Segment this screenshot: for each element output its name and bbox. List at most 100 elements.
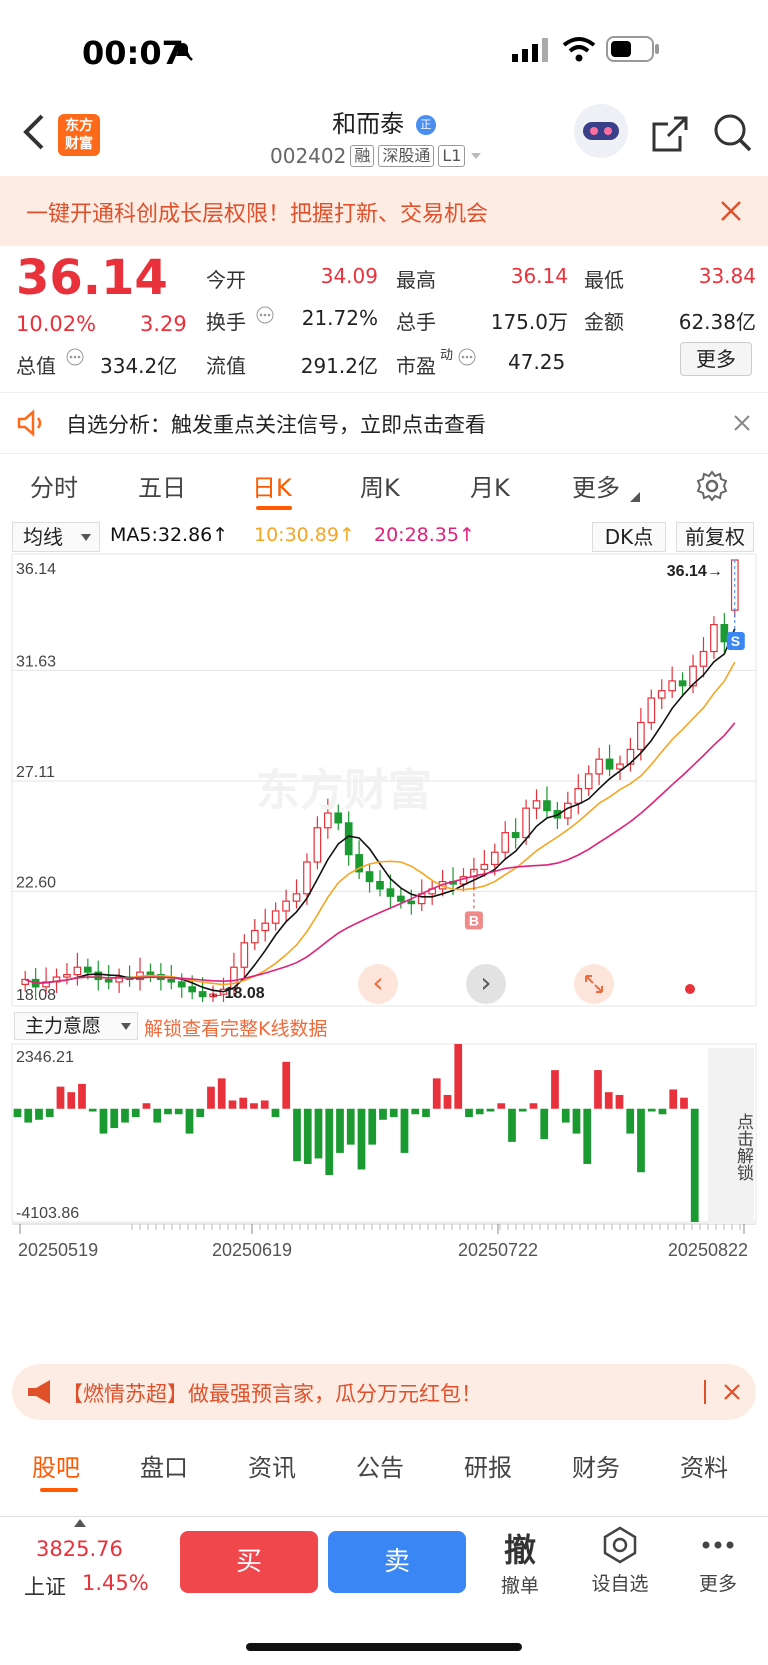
- close-icon[interactable]: [724, 1384, 740, 1400]
- add-watchlist-button[interactable]: 设自选: [580, 1525, 660, 1596]
- change-percent: 10.02%: [16, 312, 97, 336]
- pe-superscript: 动: [440, 348, 454, 363]
- buy-signal-badge: [464, 911, 483, 930]
- price-tick-label: 27.11: [16, 764, 55, 781]
- indicator-bar: [293, 1108, 301, 1162]
- price-plot-frame: [11, 553, 757, 1007]
- index-name[interactable]: 上证: [24, 1575, 66, 1599]
- indicator-bar: [174, 1108, 183, 1115]
- info-dots-icon[interactable]: [256, 306, 274, 324]
- tab-profile[interactable]: 资料: [680, 1454, 728, 1482]
- tab-announcements[interactable]: 公告: [356, 1454, 404, 1482]
- indicator-bar: [443, 1094, 452, 1109]
- candle-body: [626, 748, 635, 765]
- indicator-bar: [637, 1108, 645, 1173]
- back-icon[interactable]: [20, 112, 48, 152]
- more-actions-button[interactable]: 更多: [690, 1525, 746, 1596]
- indicator-select-label: 主力意愿: [25, 1015, 102, 1037]
- indicator-bar: [110, 1108, 119, 1129]
- sell-signal-badge: [726, 632, 745, 650]
- indicator-bar: [228, 1100, 237, 1109]
- candle-body: [376, 880, 384, 890]
- close-icon[interactable]: [734, 415, 750, 431]
- side-unlock-button[interactable]: 点击解锁: [708, 1048, 754, 1224]
- tab-forum[interactable]: 股吧: [32, 1454, 80, 1482]
- amount-value: 62.38亿: [678, 310, 756, 334]
- low-label: 最低: [584, 268, 624, 292]
- candle-body: [605, 758, 614, 770]
- kline-chart[interactable]: 36.1431.6327.1122.6018.0836.14→←18.08BS2…: [0, 518, 768, 1348]
- tab-daily-k[interactable]: 日K: [252, 474, 292, 502]
- candle-body: [501, 832, 510, 853]
- info-dots-icon[interactable]: [66, 348, 84, 366]
- tab-news[interactable]: 资讯: [248, 1454, 296, 1482]
- market-cap-label: 总值: [16, 354, 56, 378]
- cancel-order-button[interactable]: 撤 撤单: [494, 1525, 546, 1598]
- buy-button[interactable]: 买: [180, 1531, 318, 1593]
- turnover-label: 换手: [206, 310, 246, 334]
- promo-text: 一键开通科创成长层权限！把握打新、交易机会: [26, 202, 489, 227]
- open-label: 今开: [206, 268, 246, 292]
- share-icon[interactable]: [650, 114, 690, 154]
- adjust-button[interactable]: 前复权: [676, 522, 754, 552]
- eastmoney-logo: 东方 财富: [58, 114, 100, 156]
- x-axis-date-label: 20250619: [212, 1240, 292, 1260]
- stock-name-text: 和而泰: [332, 110, 405, 138]
- candle-body: [522, 807, 530, 839]
- indicator-bar: [497, 1103, 506, 1109]
- chart-expand-button[interactable]: [574, 964, 614, 1004]
- status-bar: 00:07: [0, 0, 768, 100]
- tab-monthly-k[interactable]: 月K: [470, 474, 510, 502]
- candle-body: [146, 971, 155, 976]
- dropdown-triangle-icon[interactable]: [469, 151, 483, 161]
- ma-select[interactable]: 均线: [12, 522, 100, 552]
- info-dots-icon[interactable]: [458, 348, 476, 366]
- promo-banner[interactable]: 一键开通科创成长层权限！把握打新、交易机会: [0, 176, 768, 246]
- close-icon[interactable]: [720, 200, 742, 222]
- candle-body: [584, 773, 593, 790]
- x-axis-date-label: 20250519: [18, 1240, 98, 1260]
- sell-button[interactable]: 卖: [328, 1531, 466, 1593]
- indicator-bar: [658, 1108, 667, 1115]
- index-value[interactable]: 3825.76: [36, 1537, 123, 1561]
- tab-financials[interactable]: 财务: [572, 1454, 620, 1482]
- candle-body: [720, 624, 729, 643]
- chart-next-button[interactable]: ›: [466, 964, 506, 1004]
- index-change[interactable]: 1.45%: [82, 1571, 149, 1595]
- indicator-bar: [475, 1108, 484, 1115]
- candle-body: [678, 680, 687, 687]
- tab-five-day[interactable]: 五日: [138, 474, 186, 502]
- robot-assistant-icon[interactable]: [574, 104, 628, 158]
- signal-icon: [512, 38, 548, 62]
- ma10-line: [24, 661, 736, 986]
- prev-arrow-icon: ‹: [372, 966, 384, 999]
- buy-signal-label: B: [469, 912, 479, 928]
- change-value: 3.29: [140, 312, 187, 336]
- dk-point-button[interactable]: DK点: [592, 522, 666, 552]
- kline-chart-area[interactable]: 36.14 31.63 27.11 22.60 18.08 36.14→ ←18.08 B S 2…: [0, 518, 768, 1348]
- indicator-select[interactable]: 主力意愿: [14, 1012, 138, 1040]
- candle-body: [73, 966, 82, 976]
- sell-signal-label: S: [731, 633, 740, 649]
- chart-prev-button[interactable]: ‹: [358, 964, 398, 1004]
- more-quote-button[interactable]: 更多: [680, 342, 752, 376]
- analysis-notice[interactable]: 自选分析：触发重点关注信号，立即点击查看: [0, 392, 768, 454]
- tab-weekly-k[interactable]: 周K: [360, 474, 400, 502]
- contest-banner[interactable]: 【燃情苏超】做最强预言家，瓜分万元红包！: [12, 1364, 756, 1420]
- tab-intraday[interactable]: 分时: [30, 474, 78, 502]
- indicator-bar: [400, 1108, 409, 1153]
- title-badge: 正: [415, 115, 436, 135]
- divider: [704, 1380, 706, 1404]
- settings-gear-icon[interactable]: [696, 470, 728, 502]
- tab-research[interactable]: 研报: [464, 1454, 512, 1482]
- unlock-kline-link[interactable]: 解锁查看完整K线数据: [144, 1018, 328, 1040]
- search-icon[interactable]: [712, 112, 754, 154]
- tab-more[interactable]: 更多: [572, 474, 620, 502]
- ma20-line: [24, 722, 736, 985]
- wifi-icon: [562, 37, 596, 62]
- indicator-bar: [336, 1108, 344, 1153]
- status-time: 00:07: [82, 34, 184, 72]
- indicator-bar: [164, 1108, 172, 1115]
- candle-body: [490, 851, 499, 866]
- tab-orderbook[interactable]: 盘口: [140, 1454, 188, 1482]
